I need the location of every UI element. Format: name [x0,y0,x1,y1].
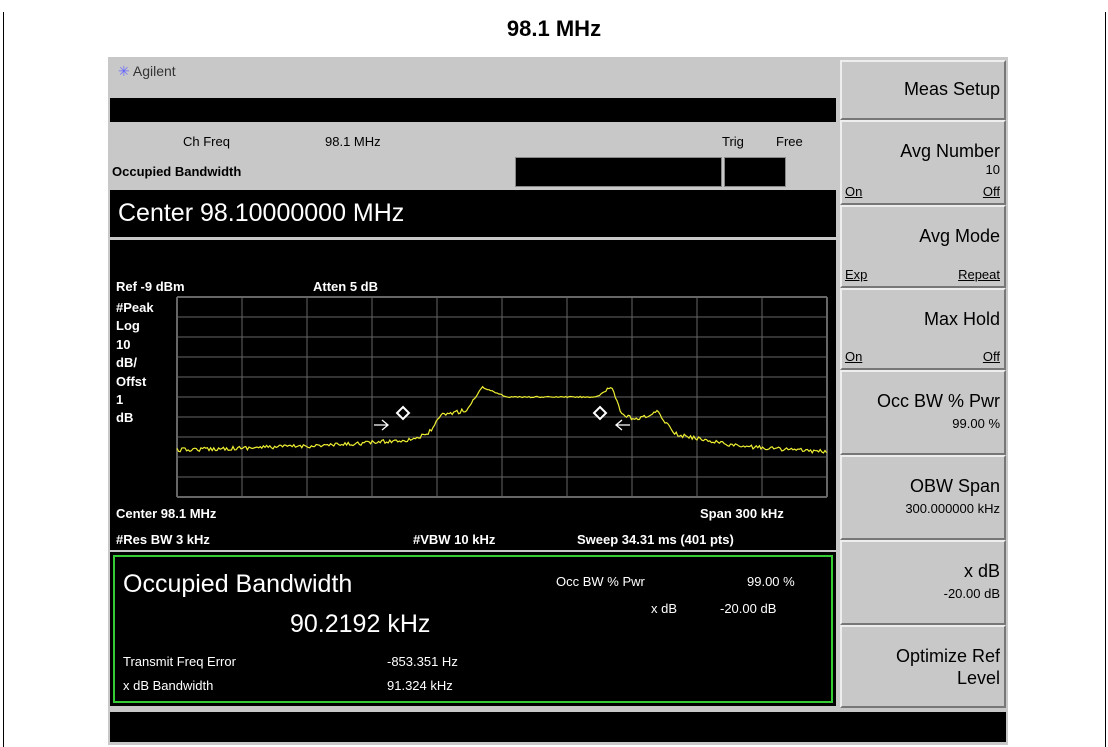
xdb: -20.00 dB [720,601,777,616]
softkey-label: Occ BW % Pwr [876,391,1000,411]
result-value: 90.2192 kHz [290,610,431,638]
span: Span 300 kHz [700,506,784,521]
scale-label: 1 [116,392,124,407]
softkey-label: Meas Setup [903,79,1000,99]
status-bar [110,98,836,122]
center-bar [110,190,836,237]
softkey-value: -20.00 dB [943,586,1000,601]
graph [176,296,828,498]
results-box [113,555,833,703]
xdb-bw: 91.324 kHz [387,678,453,693]
center-freq: Center 98.1 MHz [116,506,217,521]
softkey[interactable]: OBW Span 300.000000 kHz [840,455,1006,540]
page-title: 98.1 MHz [506,16,602,41]
softkey-label: Optimize Ref Level [895,646,1000,688]
indicator-box [724,157,786,187]
brand: ✳ Agilent [118,63,176,79]
xdb-label: x dB [651,601,678,616]
scale-label: dB [116,410,134,426]
arrow-right [374,419,390,431]
ch-freq: 98.1 MHz [325,134,381,149]
softkey[interactable]: Occ BW % Pwr 99.00 % [840,370,1006,455]
arrow-left [614,419,630,431]
result-title: Occupied Bandwidth [123,570,353,598]
occ-bw: 99.00 % [747,574,795,589]
freq-error-label: Transmit Freq Error [123,654,236,669]
softkey-option: Repeat [958,267,1000,282]
softkey[interactable]: Avg Mode Exp Repeat [840,205,1006,288]
xdb-bw-label: x dB Bandwidth [123,678,214,693]
trig: Free [776,134,803,149]
vbw: #VBW 10 kHz [413,532,496,547]
frame [3,12,1106,747]
softkey-option: On [845,184,863,199]
softkey-label: Avg Number [900,141,1000,161]
ref-level: Ref -9 dBm [116,279,185,294]
softkey-label: OBW Span [909,476,1000,496]
scale-label: Offst [116,373,147,389]
res-bw: #Res BW 3 kHz [116,532,210,547]
sweep: Sweep 34.31 ms (401 pts) [577,532,734,547]
brand-text: Agilent [132,63,176,79]
softkey-option: Off [982,349,1000,364]
softkey[interactable]: Max Hold On Off [840,288,1006,370]
bottom-bar [110,712,1006,742]
trig-label: Trig [722,134,744,149]
softkey[interactable]: x dB -20.00 dB [840,540,1006,625]
softkey-value: 99.00 % [952,416,1000,431]
marker [395,405,411,421]
softkey[interactable]: Meas Setup [840,60,1006,120]
softkey-label: Avg Mode [919,226,1000,246]
softkey-label: Max Hold [923,309,1000,329]
ch-freq-label: Ch Freq [183,134,230,149]
softkey-option: Exp [845,267,868,282]
mode: Occupied Bandwidth [112,164,242,179]
softkey-value: 300.000000 kHz [905,501,1000,516]
graph-panel [110,240,836,550]
scale-label: 10 [116,336,131,352]
marker [592,405,608,421]
softkey-value: 10 [985,162,1000,177]
scale-label: #Peak [116,300,154,315]
results-bg [110,552,836,706]
center-text: Center 98.10000000 MHz [118,199,405,227]
freq-error: -853.351 Hz [387,654,458,669]
scale-label: dB/ [116,355,137,371]
softkey-option: Off [982,184,1000,199]
softkey[interactable]: Avg Number 10 On Off [840,120,1006,205]
softkey-label: x dB [963,561,1000,581]
scale-label: Log [116,318,140,334]
indicator-box [515,157,722,187]
occ-bw-label: Occ BW % Pwr [556,574,645,589]
attenuation: Atten 5 dB [313,279,378,294]
softkey[interactable]: Optimize Ref Level [840,625,1006,708]
trace [176,385,828,455]
softkey-option: On [845,349,863,364]
